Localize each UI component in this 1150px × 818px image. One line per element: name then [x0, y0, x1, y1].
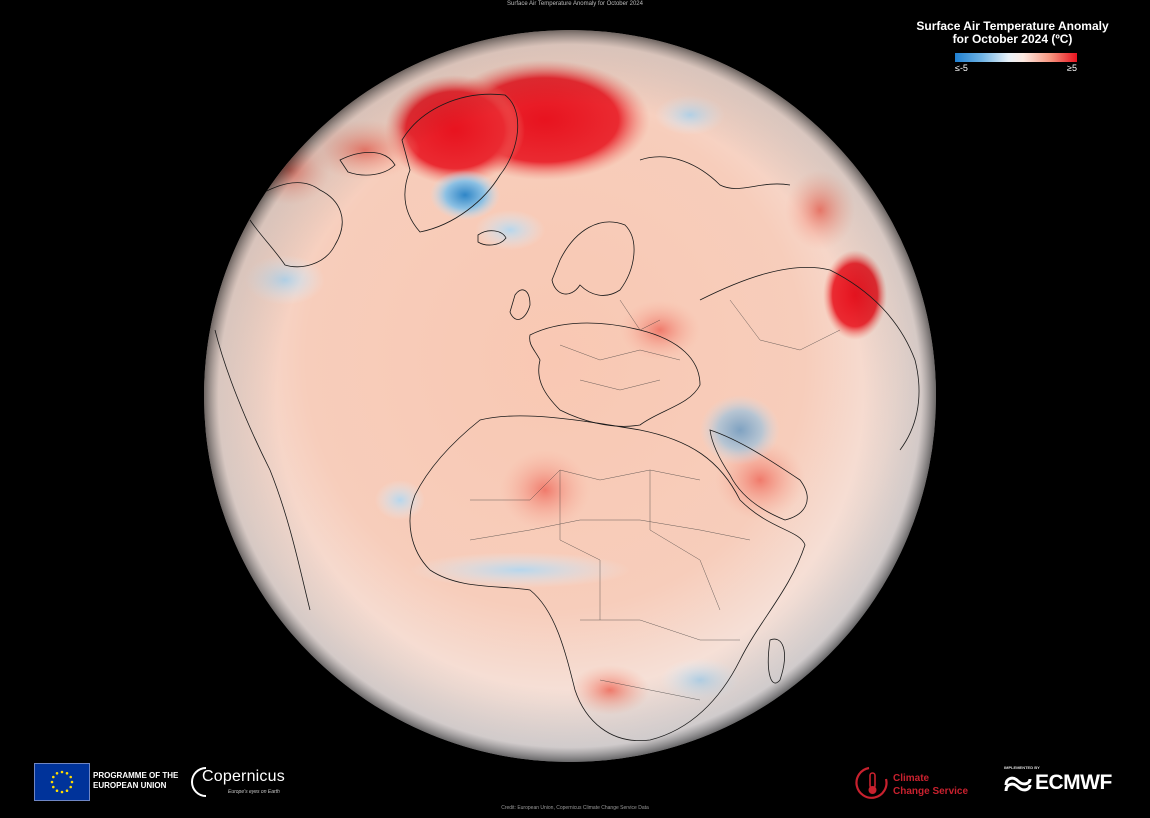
- copernicus-word: Copernicus: [202, 768, 285, 785]
- ecmwf-wave-icon: [1004, 776, 1032, 792]
- c3s-text: Climate Change Service: [893, 772, 968, 798]
- eu-flag-logo: [34, 763, 90, 801]
- legend: Surface Air Temperature Anomaly for Octo…: [900, 20, 1125, 74]
- eu-programme-text: PROGRAMME OF THE EUROPEAN UNION: [93, 771, 178, 791]
- thermometer-icon: [855, 766, 888, 799]
- legend-color-bar: [955, 53, 1077, 62]
- legend-max-label: ≥5: [1067, 63, 1077, 73]
- ecmwf-word: ECMWF: [1035, 771, 1112, 794]
- legend-title-line2: for October 2024 (ºC): [952, 32, 1073, 46]
- ecmwf-logo: IMPLEMENTED BY ECMWF: [1003, 765, 1128, 801]
- copernicus-logo: Copernicus Europe's eyes on Earth: [188, 764, 288, 800]
- map-top-caption: Surface Air Temperature Anomaly for Octo…: [507, 1, 643, 7]
- legend-ticks: ≤-5 ≥5: [955, 63, 1077, 73]
- footer-credit: Credit: European Union, Copernicus Clima…: [501, 805, 649, 811]
- copernicus-arc-icon: [191, 767, 207, 797]
- globe-edge-shading: [204, 30, 936, 762]
- c3s-line1: Climate: [893, 773, 930, 784]
- c3s-logo: Climate Change Service: [855, 765, 985, 801]
- legend-title-line1: Surface Air Temperature Anomaly: [916, 19, 1109, 33]
- legend-title: Surface Air Temperature Anomaly for Octo…: [900, 20, 1125, 46]
- eu-stars-icon: [50, 770, 74, 794]
- legend-min-label: ≤-5: [955, 63, 968, 73]
- c3s-line2: Change Service: [893, 786, 969, 797]
- eu-text-line2: EUROPEAN UNION: [93, 781, 167, 790]
- eu-text-line1: PROGRAMME OF THE: [93, 771, 179, 780]
- copernicus-tagline: Europe's eyes on Earth: [228, 789, 280, 795]
- ecmwf-implemented-by: IMPLEMENTED BY: [1004, 765, 1040, 770]
